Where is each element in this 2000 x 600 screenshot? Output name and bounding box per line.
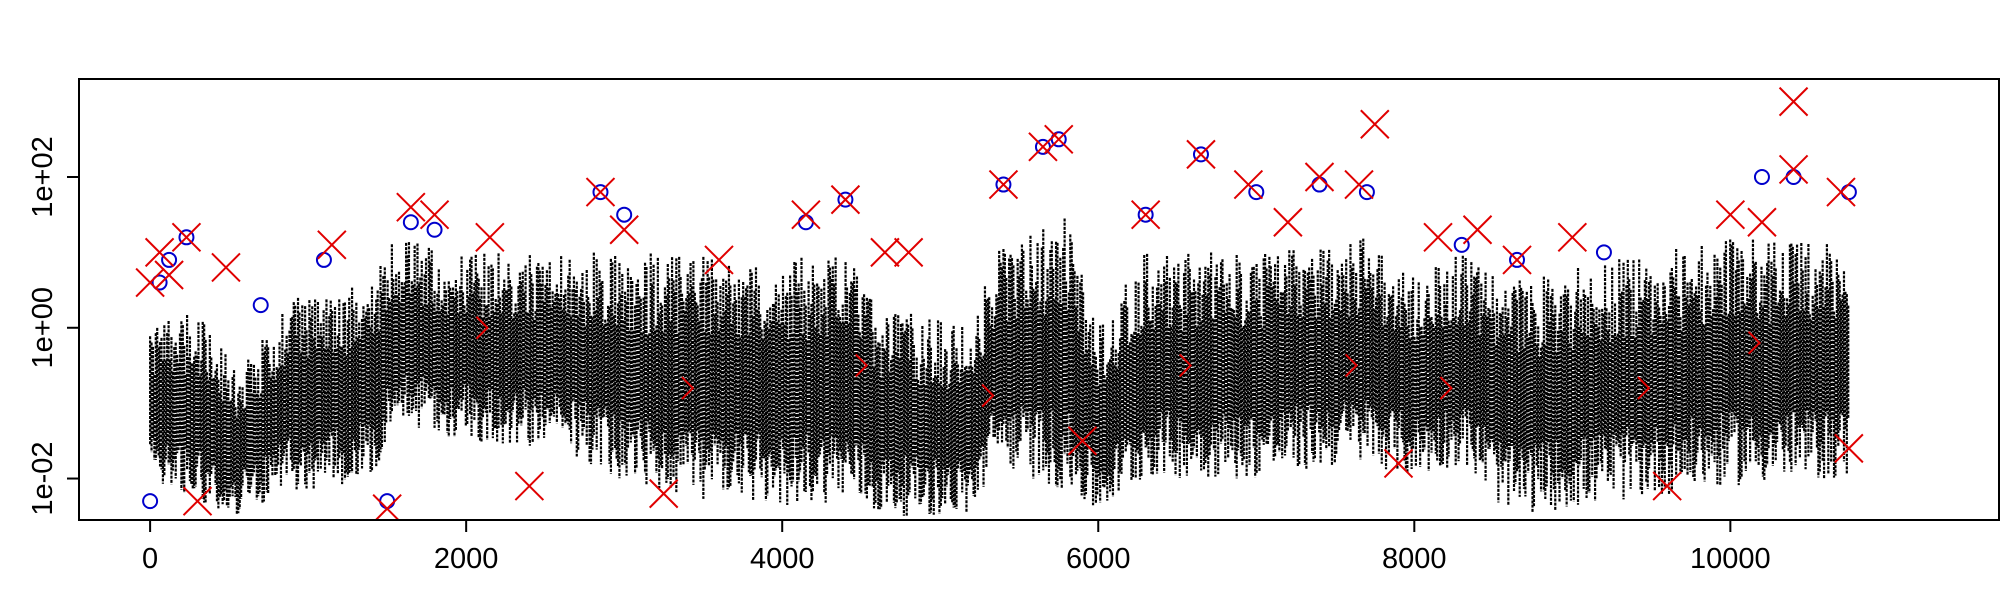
data-point-cross — [1233, 169, 1264, 200]
data-point-circle — [252, 297, 269, 314]
x-tick-label: 10000 — [1690, 543, 1771, 575]
data-point-cross — [317, 230, 347, 260]
data-point-circle — [1137, 206, 1154, 223]
data-point-cross — [1462, 215, 1493, 245]
data-point-circle — [995, 176, 1012, 193]
data-point-circle — [161, 251, 178, 268]
data-point-circle — [1595, 244, 1612, 261]
data-point-chevron — [475, 316, 489, 340]
data-point-circle — [142, 493, 159, 510]
data-point-cross — [988, 169, 1019, 200]
data-point-circle — [1753, 169, 1770, 185]
data-point-cross — [1747, 207, 1777, 237]
data-point-cross — [514, 471, 545, 501]
x-tick-label: 0 — [142, 543, 158, 575]
data-point-cross — [1130, 199, 1161, 230]
data-point-cross — [419, 199, 450, 230]
data-point-cross — [1383, 448, 1414, 479]
data-point-circle — [1453, 236, 1470, 253]
data-point-cross — [211, 252, 241, 283]
data-point-cross — [1067, 426, 1098, 456]
data-point-cross — [585, 177, 616, 207]
data-point-cross — [1778, 86, 1809, 117]
data-point-chevron — [855, 353, 869, 378]
data-point-chevron — [1747, 331, 1761, 355]
data-point-cross — [1715, 199, 1746, 230]
data-point-circle — [426, 221, 443, 238]
data-point-circle — [1509, 251, 1526, 268]
data-point-cross — [870, 237, 900, 268]
data-point-cross — [1344, 169, 1374, 200]
data-point-cross — [144, 237, 175, 268]
data-point-circle — [592, 184, 609, 201]
y-tick-label: 1e+02 — [27, 136, 59, 217]
data-point-cross — [893, 237, 924, 268]
data-point-cross — [182, 486, 213, 516]
data-point-cross — [1273, 207, 1303, 237]
data-point-cross — [1557, 222, 1588, 253]
data-point-chevron — [1439, 376, 1453, 400]
data-point-chevron — [681, 376, 695, 400]
x-axis: 0 2000 4000 6000 8000 10000 — [142, 519, 1830, 575]
data-point-circle — [402, 214, 419, 231]
data-point-cross — [1778, 154, 1809, 185]
data-point-circle — [178, 229, 195, 246]
data-point-cross — [171, 222, 202, 253]
data-point-chevron — [1178, 353, 1193, 378]
data-point-cross — [1028, 132, 1058, 162]
data-point-cross — [372, 493, 402, 520]
x-tick-label: 6000 — [1066, 543, 1131, 575]
y-tick-label: 1e-02 — [27, 441, 59, 515]
data-point-cross — [791, 199, 821, 230]
data-point-cross — [396, 192, 426, 222]
x-tick-label: 2000 — [434, 543, 499, 575]
data-point-cross — [609, 215, 639, 245]
data-layer — [135, 86, 1864, 520]
data-point-cross — [1360, 109, 1390, 139]
data-point-chevron — [1637, 376, 1651, 400]
x-tick-label: 4000 — [750, 543, 815, 575]
data-point-cross — [830, 184, 861, 215]
data-point-cross — [1186, 139, 1216, 170]
data-point-circle — [1192, 146, 1209, 163]
data-point-circle — [151, 274, 168, 291]
data-point-cross — [1502, 245, 1532, 275]
y-tick-label: 1e+00 — [27, 287, 59, 368]
data-point-cross — [135, 267, 165, 298]
data-point-chevron — [1344, 353, 1359, 378]
data-point-circle — [1358, 184, 1375, 201]
data-point-cross — [648, 478, 679, 509]
data-point-cross — [704, 245, 734, 275]
x-tick-label: 8000 — [1382, 543, 1447, 575]
data-point-cross — [1044, 124, 1074, 155]
data-point-cross — [1304, 162, 1335, 192]
data-point-cross — [1834, 433, 1864, 464]
data-point-circle — [837, 191, 854, 208]
y-axis: 1e-02 1e+00 1e+02 — [27, 136, 79, 516]
data-point-cross — [1423, 222, 1453, 253]
data-point-cross — [154, 260, 184, 290]
data-point-chevron — [981, 383, 995, 408]
data-point-cross — [1826, 177, 1856, 207]
data-point-circle — [1248, 184, 1265, 201]
data-point-circle — [616, 206, 633, 223]
data-point-cross — [475, 222, 505, 253]
data-point-cross — [1652, 471, 1682, 501]
